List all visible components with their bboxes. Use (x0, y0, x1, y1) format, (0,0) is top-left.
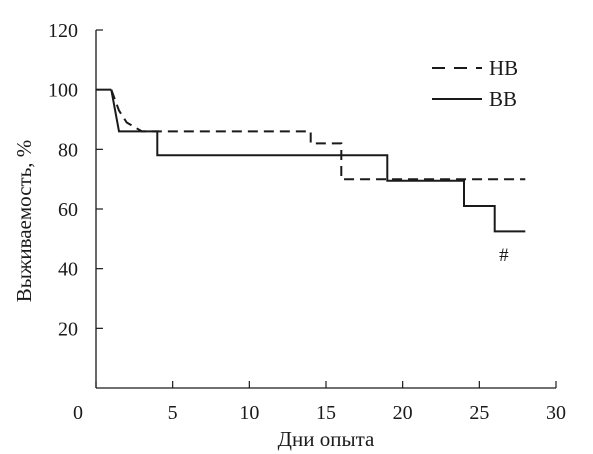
x-tick-label: 25 (469, 402, 489, 424)
legend-label: НВ (489, 56, 518, 80)
y-tick-label: 100 (48, 80, 78, 102)
y-axis-title: Выживаемость, % (12, 140, 36, 303)
x-tick-label: 10 (239, 402, 259, 424)
ticks: 20 40 60 80 100 120 0 5 10 15 20 25 30 (48, 20, 566, 424)
y-tick-label: 20 (58, 318, 78, 340)
x-tick-label: 20 (393, 402, 413, 424)
y-tick-label: 40 (58, 259, 78, 281)
x-tick-label: 15 (316, 402, 336, 424)
axes (95, 30, 556, 389)
annotations: # (499, 245, 509, 266)
x-axis-title: Дни опыта (278, 427, 375, 451)
series-line-1 (110, 89, 526, 181)
legend: НВ ВВ (432, 56, 518, 111)
series-layer (96, 88, 526, 233)
x-tick-label: 0 (73, 402, 83, 424)
y-tick-label: 60 (58, 199, 78, 221)
significance-marker: # (499, 245, 509, 266)
y-tick-label: 80 (58, 139, 78, 161)
x-tick-label: 5 (168, 402, 178, 424)
series-line-2 (110, 89, 526, 233)
x-tick-label: 30 (546, 402, 566, 424)
y-tick-label: 120 (48, 20, 78, 42)
legend-label: ВВ (489, 87, 517, 111)
